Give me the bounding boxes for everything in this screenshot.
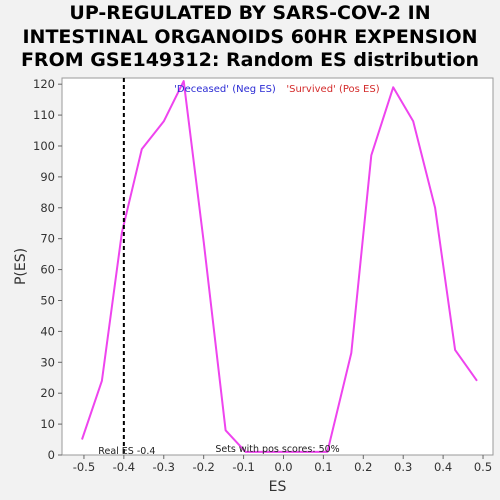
x-tick-label: 0.0 bbox=[274, 460, 292, 474]
series-layer bbox=[81, 80, 478, 453]
legend-neg-es: 'Deceased' (Neg ES) bbox=[174, 84, 276, 95]
y-tick-label: 30 bbox=[40, 355, 55, 369]
y-tick-label: 20 bbox=[40, 386, 55, 400]
chart-title-line-3: FROM GSE149312: Random ES distribution bbox=[20, 49, 480, 71]
series-line bbox=[81, 80, 478, 453]
y-axis-label: P(ES) bbox=[13, 248, 29, 285]
y-tick-label: 0 bbox=[48, 448, 55, 462]
plot-area bbox=[61, 77, 494, 456]
y-tick-label: 80 bbox=[40, 201, 55, 215]
x-tick-label: -0.4 bbox=[113, 460, 135, 474]
real-es-label: Real ES -0.4 bbox=[98, 446, 155, 457]
legend-pos-es: 'Survived' (Pos ES) bbox=[286, 84, 379, 95]
x-tick-label: 0.5 bbox=[474, 460, 492, 474]
y-tick-label: 10 bbox=[40, 417, 55, 431]
x-tick-label: -0.2 bbox=[192, 460, 214, 474]
y-tick-label: 110 bbox=[33, 108, 55, 122]
pos-scores-annotation: Sets with pos scores: 50% bbox=[215, 444, 339, 455]
x-tick-label: -0.1 bbox=[232, 460, 254, 474]
x-tick-label: -0.5 bbox=[73, 460, 95, 474]
x-axis: -0.5 -0.4 -0.3 -0.2 -0.1 0.0 0.1 0.2 0.3 0.4 0.5 bbox=[73, 455, 492, 474]
x-axis-label: ES bbox=[269, 479, 287, 495]
chart-title: UP-REGULATED BY SARS-COV-2 IN INTESTINAL… bbox=[0, 2, 500, 73]
x-tick-label: -0.3 bbox=[153, 460, 175, 474]
y-tick-label: 70 bbox=[40, 232, 55, 246]
chart-title-line-1: UP-REGULATED BY SARS-COV-2 IN bbox=[69, 2, 431, 24]
y-axis: 0 10 20 30 40 50 60 70 80 90 100 110 120 bbox=[33, 77, 62, 462]
x-tick-label: 0.3 bbox=[394, 460, 412, 474]
x-tick-label: 0.4 bbox=[434, 460, 452, 474]
chart-title-line-2: INTESTINAL ORGANOIDS 60HR EXPENSION bbox=[22, 25, 478, 48]
y-tick-label: 40 bbox=[40, 324, 55, 338]
y-tick-label: 120 bbox=[33, 77, 55, 91]
y-tick-label: 100 bbox=[33, 139, 55, 153]
y-tick-label: 60 bbox=[40, 263, 55, 277]
x-tick-label: 0.2 bbox=[354, 460, 372, 474]
x-tick-label: 0.1 bbox=[314, 460, 332, 474]
y-tick-label: 90 bbox=[40, 170, 55, 184]
y-tick-label: 50 bbox=[40, 293, 55, 307]
